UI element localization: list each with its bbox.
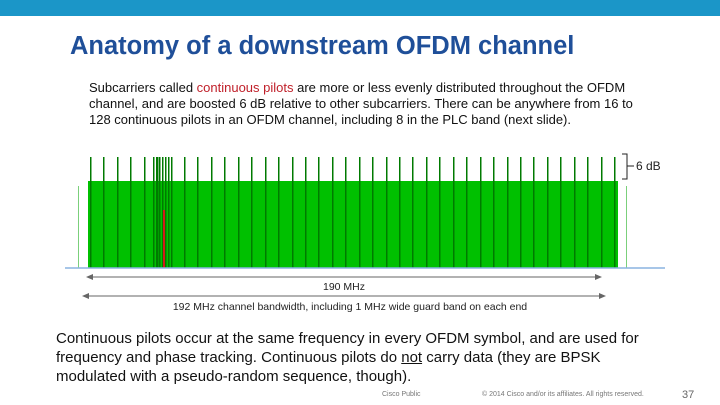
guard-band-right-edge (626, 186, 627, 268)
continuous-pilot (144, 157, 146, 268)
continuous-pilot (90, 157, 92, 268)
occupied-bandwidth-label: 190 MHz (323, 281, 365, 293)
continuous-pilots-term: continuous pilots (196, 80, 294, 95)
footer-classification: Cisco Public (382, 391, 421, 398)
intro-paragraph: Subcarriers called continuous pilots are… (89, 80, 634, 128)
not-emphasis: not (401, 349, 423, 366)
continuous-pilot (399, 157, 401, 268)
plc-pilot (168, 157, 170, 268)
continuous-pilot (614, 157, 616, 268)
continuous-pilot (372, 157, 374, 268)
plc-pilot (165, 157, 167, 268)
subcarrier-block (88, 181, 618, 268)
plc-band-marker (163, 210, 165, 268)
continuous-pilot (412, 157, 414, 268)
intro-text-part2: are more or less evenly distributed thro… (89, 80, 633, 127)
boost-label: 6 dB (636, 159, 661, 173)
continuous-pilot (466, 157, 468, 268)
continuous-pilot (238, 157, 240, 268)
continuous-pilot (278, 157, 280, 268)
continuous-pilot (345, 157, 347, 268)
footer-copyright: © 2014 Cisco and/or its affiliates. All … (482, 391, 644, 398)
intro-text-part1: Subcarriers called (89, 80, 197, 95)
page-number: 37 (682, 389, 695, 401)
plc-pilot (171, 157, 173, 268)
bottom-paragraph: Continuous pilots occur at the same freq… (56, 329, 671, 386)
continuous-pilot (117, 157, 119, 268)
continuous-pilot (265, 157, 267, 268)
ofdm-spectrum-diagram: 6 dB 190 MHz 192 MHz channel bandwidth, … (65, 153, 665, 313)
continuous-pilot (587, 157, 589, 268)
continuous-pilot (359, 157, 361, 268)
bottom-text-part2: carry data (they are BPSK modulated with… (56, 349, 601, 385)
continuous-pilot (453, 157, 455, 268)
continuous-pilot (197, 157, 199, 268)
channel-bandwidth-arrow (82, 293, 606, 299)
continuous-pilot (130, 157, 132, 268)
top-accent-bar (0, 0, 720, 16)
continuous-pilot (305, 157, 307, 268)
continuous-pilot (601, 157, 603, 268)
boost-bracket (622, 153, 634, 180)
guard-band-left-edge (78, 186, 79, 268)
continuous-pilot (292, 157, 294, 268)
plc-pilot (159, 157, 161, 268)
bottom-text-part1: Continuous pilots occur at the same freq… (56, 330, 639, 366)
continuous-pilot (493, 157, 495, 268)
continuous-pilot (386, 157, 388, 268)
continuous-pilot (547, 157, 549, 268)
continuous-pilot (480, 157, 482, 268)
spectrum-graphic (78, 157, 627, 268)
continuous-pilot (439, 157, 441, 268)
continuous-pilot (426, 157, 428, 268)
plc-pilot (162, 157, 164, 268)
continuous-pilot (507, 157, 509, 268)
plc-pilot (153, 157, 155, 268)
plc-pilot (156, 157, 158, 268)
occupied-bandwidth-arrow (86, 274, 602, 280)
continuous-pilot (318, 157, 320, 268)
continuous-pilot (211, 157, 213, 268)
continuous-pilot (184, 157, 186, 268)
slide-title: Anatomy of a downstream OFDM channel (70, 32, 575, 60)
continuous-pilot (251, 157, 253, 268)
channel-bandwidth-label: 192 MHz channel bandwidth, including 1 M… (173, 301, 527, 313)
continuous-pilot (103, 157, 105, 268)
continuous-pilot (157, 157, 159, 268)
continuous-pilot (332, 157, 334, 268)
continuous-pilot (574, 157, 576, 268)
continuous-pilot (560, 157, 562, 268)
continuous-pilot (533, 157, 535, 268)
continuous-pilot (520, 157, 522, 268)
continuous-pilot (224, 157, 226, 268)
